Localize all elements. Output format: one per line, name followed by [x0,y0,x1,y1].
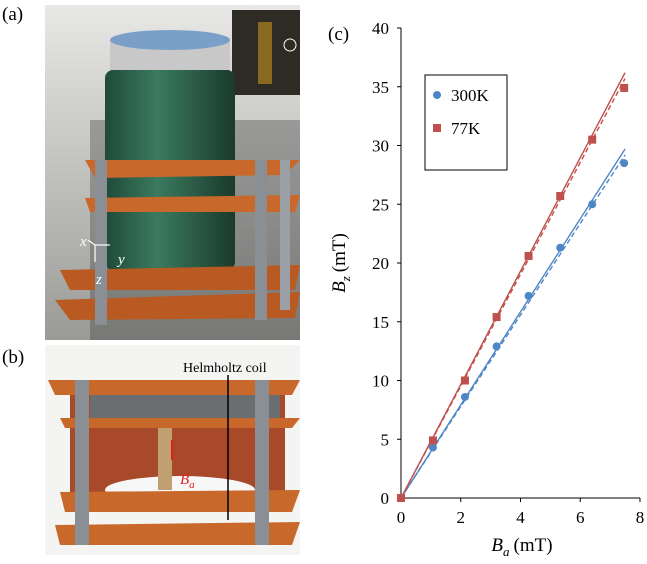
y-axis-label: Bz (mT) [329,233,353,293]
y-tick-label: 35 [372,78,389,97]
y-tick-label: 40 [372,19,389,38]
marker [588,136,596,144]
field-symbol: B [180,472,189,488]
y-label-symbol: B [329,281,350,293]
x-tick-label: 0 [397,508,406,527]
x-tick-label: 4 [516,508,525,527]
panel-label: (a) [2,4,23,25]
x-label-symbol: B [491,535,503,556]
x-label-unit: (mT) [514,535,553,556]
marker [620,159,628,167]
marker [493,342,501,350]
photo-b: Helmholtz coil Ba [45,345,300,555]
x-tick-label: 2 [457,508,466,527]
y-tick-label: 20 [372,254,389,273]
y-tick-label: 10 [372,372,389,391]
y-tick-label: 25 [372,195,389,214]
panel-label: (b) [2,347,24,368]
axis-letter: y [116,252,125,268]
legend-label: 77K [451,119,481,138]
x-axis-label: Ba (mT) [491,535,552,559]
y-tick-label: 5 [381,430,390,449]
marker [620,84,628,92]
axis-letter: x [79,234,87,250]
x-tick-label: 6 [576,508,585,527]
marker [429,436,437,444]
marker [493,313,501,321]
x-tick-label: 8 [636,508,645,527]
photo-a: x y z [45,5,300,340]
marker [556,244,564,252]
y-tick-label: 15 [372,313,389,332]
annotation: Helmholtz coil [183,361,267,376]
y-label-subscript: z [338,276,353,282]
marker [397,494,405,502]
x-label-subscript: a [503,544,510,559]
y-tick-label: 0 [381,489,390,508]
marker [461,377,469,385]
y-label-unit: (mT) [329,233,350,272]
marker [525,252,533,260]
field-subscript: a [189,479,195,491]
marker [461,393,469,401]
panel-label: (c) [328,24,349,45]
marker [525,292,533,300]
figure: x y z Helmholtz coil Ba (a) (b) (c) Bz (m… [0,0,647,559]
legend-marker [433,124,441,132]
y-tick-label: 30 [372,137,389,156]
legend-marker [433,91,441,99]
legend-label: 300K [451,86,490,105]
axis-letter: z [95,272,102,288]
marker [556,192,564,200]
marker [588,200,596,208]
